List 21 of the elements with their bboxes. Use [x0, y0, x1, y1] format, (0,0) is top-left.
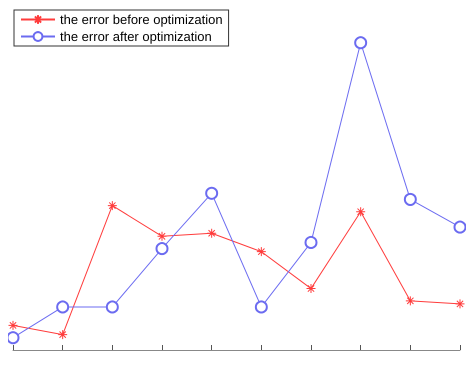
- point: [405, 296, 416, 306]
- point: [56, 300, 70, 314]
- point: [8, 320, 18, 330]
- point: [354, 36, 368, 50]
- point: [304, 236, 318, 249]
- point: [58, 330, 68, 340]
- legend-label: the error before optimization: [60, 12, 223, 27]
- point: [306, 284, 316, 294]
- point: [254, 300, 268, 314]
- point: [404, 192, 417, 206]
- point: [206, 228, 217, 238]
- point: [157, 231, 167, 242]
- point: [454, 220, 466, 234]
- point: [356, 206, 366, 217]
- point: [106, 300, 119, 314]
- point: [455, 298, 465, 309]
- point: [107, 200, 118, 211]
- legend-label: the error after optimization: [60, 29, 212, 44]
- point: [156, 242, 168, 256]
- point: [256, 246, 266, 257]
- point: [205, 186, 218, 200]
